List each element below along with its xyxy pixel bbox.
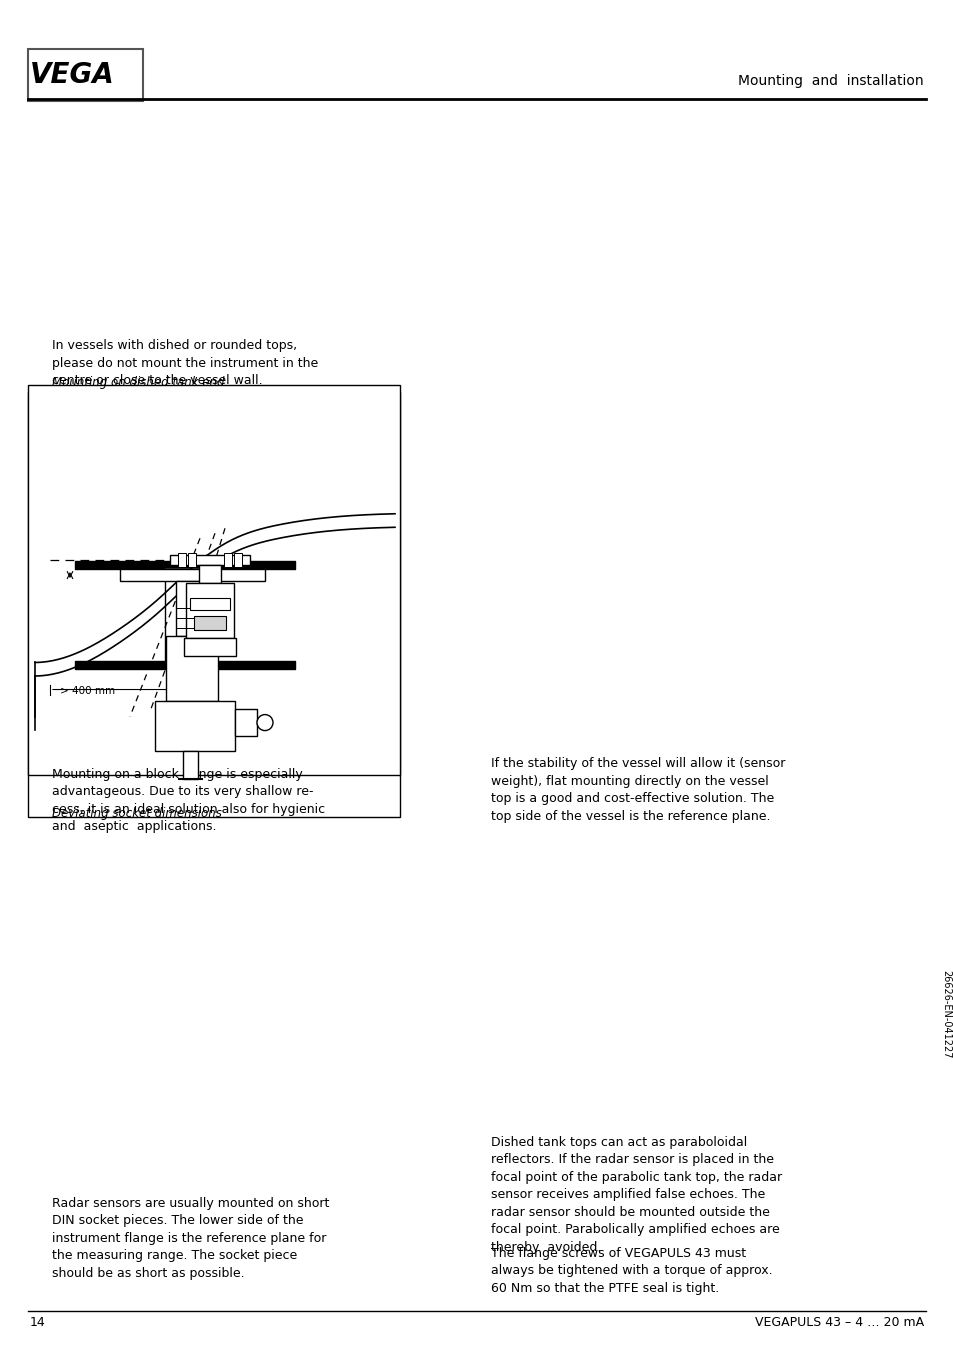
Text: Radar sensors are usually mounted on short
DIN socket pieces. The lower side of : Radar sensors are usually mounted on sho… bbox=[52, 1197, 330, 1279]
Bar bbox=[183, 752, 198, 779]
Text: Deviating socket dimensions: Deviating socket dimensions bbox=[52, 807, 222, 821]
Bar bbox=[170, 556, 250, 565]
Text: Dished tank tops can act as paraboloidal
reflectors. If the radar sensor is plac: Dished tank tops can act as paraboloidal… bbox=[491, 1136, 781, 1253]
Text: 26626-EN-041227: 26626-EN-041227 bbox=[940, 969, 950, 1059]
Bar bbox=[120, 569, 265, 581]
Bar bbox=[28, 385, 399, 775]
Bar bbox=[175, 581, 206, 635]
Bar bbox=[184, 638, 235, 656]
Text: Mounting  and  installation: Mounting and installation bbox=[738, 74, 923, 88]
Text: 14: 14 bbox=[30, 1315, 46, 1329]
Bar bbox=[193, 617, 226, 630]
Bar bbox=[199, 565, 221, 583]
Bar bbox=[154, 702, 234, 752]
Bar bbox=[186, 583, 233, 638]
Text: VEGA: VEGA bbox=[30, 61, 114, 89]
Bar bbox=[234, 708, 256, 735]
Bar bbox=[224, 553, 232, 568]
Bar bbox=[178, 553, 186, 568]
Text: > 400 mm: > 400 mm bbox=[60, 685, 115, 695]
Bar bbox=[166, 635, 218, 702]
Text: Mounting on dished tank end: Mounting on dished tank end bbox=[52, 376, 225, 389]
Text: If the stability of the vessel will allow it (sensor
weight), flat mounting dire: If the stability of the vessel will allo… bbox=[491, 757, 785, 822]
Bar bbox=[188, 553, 195, 568]
Bar bbox=[28, 392, 399, 817]
Bar bbox=[190, 598, 230, 610]
Bar bbox=[28, 50, 143, 101]
Circle shape bbox=[256, 715, 273, 730]
Text: The flange screws of VEGAPULS 43 must
always be tightened with a torque of appro: The flange screws of VEGAPULS 43 must al… bbox=[491, 1247, 772, 1295]
Bar bbox=[233, 553, 242, 568]
Text: In vessels with dished or rounded tops,
please do not mount the instrument in th: In vessels with dished or rounded tops, … bbox=[52, 339, 318, 388]
Text: Mounting on a block flange is especially
advantageous. Due to its very shallow r: Mounting on a block flange is especially… bbox=[52, 768, 325, 833]
Text: VEGAPULS 43 – 4 … 20 mA: VEGAPULS 43 – 4 … 20 mA bbox=[754, 1315, 923, 1329]
